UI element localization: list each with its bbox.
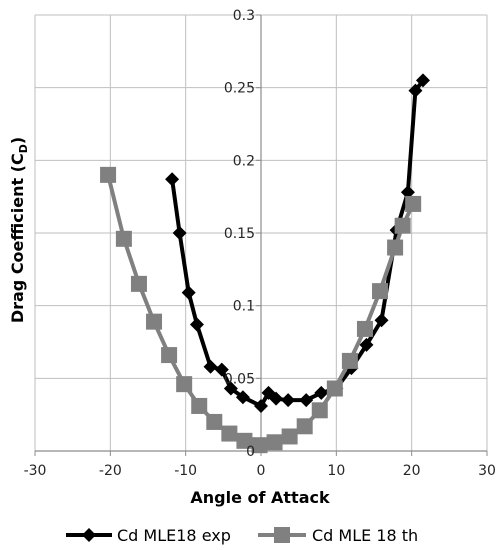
data-point-square xyxy=(356,320,373,337)
data-point-diamond xyxy=(235,390,250,405)
x-tick-label: 20 xyxy=(403,463,421,479)
legend-label-th: Cd MLE 18 th xyxy=(312,526,418,545)
data-point-diamond xyxy=(299,393,314,408)
data-point-diamond xyxy=(281,393,296,408)
data-point-square xyxy=(296,418,313,435)
data-point-square xyxy=(236,432,253,449)
y-tick-label: 0.15 xyxy=(224,226,255,242)
data-point-square xyxy=(191,397,208,414)
data-point-diamond xyxy=(314,385,329,400)
y-tick-label: 0.2 xyxy=(233,153,255,169)
data-point-diamond xyxy=(400,185,415,200)
data-point-square xyxy=(176,376,193,393)
data-point-diamond xyxy=(172,226,187,240)
y-tick-label: 0 xyxy=(246,444,255,460)
legend-item-exp: Cd MLE18 exp xyxy=(66,526,231,545)
y-axis-title-close: ) xyxy=(8,137,27,144)
series-layer xyxy=(100,73,430,454)
data-point-square xyxy=(221,425,238,442)
legend: Cd MLE18 exp Cd MLE 18 th xyxy=(66,526,418,545)
data-point-square xyxy=(206,413,223,430)
data-point-square xyxy=(341,352,358,369)
x-tick-label: -30 xyxy=(24,463,47,479)
data-point-square xyxy=(326,380,343,397)
legend-square-marker xyxy=(274,527,290,543)
data-point-diamond xyxy=(223,381,238,396)
data-point-square xyxy=(311,402,328,419)
data-point-diamond xyxy=(408,83,423,98)
y-axis-title-main: Drag Coefficient (C xyxy=(8,153,27,323)
x-tick-label: -10 xyxy=(174,463,197,479)
data-point-diamond xyxy=(374,313,389,328)
data-point-square xyxy=(387,239,404,256)
legend-label-exp: Cd MLE18 exp xyxy=(117,526,231,545)
data-point-square xyxy=(281,428,298,445)
data-point-square xyxy=(405,195,422,212)
data-point-diamond xyxy=(165,172,180,187)
legend-diamond-marker xyxy=(82,528,96,542)
data-point-diamond xyxy=(254,398,268,413)
data-point-square xyxy=(161,347,178,364)
legend-item-th: Cd MLE 18 th xyxy=(258,526,418,545)
x-tick-label: -20 xyxy=(99,463,122,479)
data-point-square xyxy=(100,166,117,183)
tick-labels: 0 0.05 0.1 0.15 0.2 0.25 0.3 -30 -20 -10 0 10 20 30 xyxy=(24,8,496,479)
data-point-diamond xyxy=(415,73,430,88)
data-point-square xyxy=(130,275,147,292)
data-point-square xyxy=(251,437,268,454)
data-point-diamond xyxy=(181,285,196,300)
data-point-diamond xyxy=(203,359,218,374)
y-tick-label: 0.05 xyxy=(224,371,255,387)
series-line-1 xyxy=(170,79,425,408)
x-tick-label: 10 xyxy=(327,463,345,479)
data-point-square xyxy=(372,283,389,300)
data-point-square xyxy=(115,230,132,247)
data-point-diamond xyxy=(269,391,284,406)
y-tick-label: 0.25 xyxy=(224,81,255,97)
y-axis-title-subscript: D xyxy=(17,144,30,153)
series-1 xyxy=(165,73,430,413)
series-2 xyxy=(100,166,422,454)
y-tick-label: 0.1 xyxy=(233,299,255,315)
data-point-diamond xyxy=(359,337,374,352)
data-point-square xyxy=(146,313,163,330)
data-point-diamond xyxy=(214,362,229,377)
y-tick-label: 0.3 xyxy=(233,8,255,24)
y-axis-title: Drag Coefficient (CD) xyxy=(8,137,30,323)
data-point-diamond xyxy=(189,317,204,332)
x-axis-title: Angle of Attack xyxy=(190,488,330,507)
x-tick-label: 30 xyxy=(478,463,496,479)
x-tick-label: 0 xyxy=(257,463,266,479)
data-point-square xyxy=(394,217,411,234)
data-point-square xyxy=(266,434,283,451)
